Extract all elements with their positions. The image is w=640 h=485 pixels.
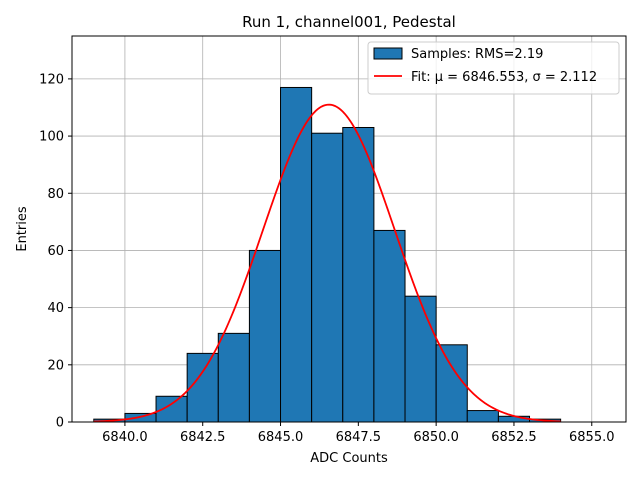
histogram-bar (435, 344, 468, 423)
y-tick-label: 0 (56, 416, 64, 431)
histogram-bar (248, 249, 282, 423)
histogram-bar (280, 86, 313, 423)
legend-samples-label: Samples: RMS=2.19 (411, 47, 543, 62)
y-axis-label: Entries (15, 206, 30, 252)
plot-frame (71, 35, 627, 423)
legend-fit-label: Fit: μ = 6846.553, σ = 2.112 (411, 70, 597, 85)
histogram-bar (404, 295, 437, 423)
x-axis-ticks: 6840.0 6842.5 6845.0 6847.5 6850.0 6852.5 6855… (102, 422, 615, 445)
legend-samples-swatch (373, 47, 403, 60)
chart-title: Run 1, channel001, Pedestal (242, 13, 456, 31)
histogram-bar (124, 412, 157, 423)
y-axis-ticks: 0 20 40 60 80 100 120 (39, 72, 72, 431)
histogram-bar (342, 126, 375, 423)
histogram-bar (373, 229, 406, 423)
histogram-bar (217, 332, 250, 423)
fit-curve-layer (93, 103, 561, 423)
fit-curve (93, 103, 561, 423)
y-tick-label: 120 (39, 72, 64, 87)
legend-box (367, 41, 620, 95)
histogram-bar (311, 132, 344, 423)
x-axis-label: ADC Counts (310, 451, 388, 466)
y-tick-label: 20 (47, 358, 64, 373)
x-tick-label: 6850.0 (413, 430, 459, 445)
x-tick-label: 6842.5 (180, 430, 226, 445)
x-tick-label: 6840.0 (102, 430, 148, 445)
x-tick-label: 6852.5 (491, 430, 537, 445)
x-tick-label: 6855.0 (569, 430, 615, 445)
x-tick-label: 6847.5 (336, 430, 382, 445)
y-tick-label: 40 (47, 301, 64, 316)
x-tick-label: 6845.0 (258, 430, 304, 445)
y-tick-label: 60 (47, 244, 64, 259)
y-tick-label: 100 (39, 130, 64, 145)
legend: Samples: RMS=2.19 Fit: μ = 6846.553, σ =… (367, 41, 620, 95)
y-tick-label: 80 (47, 187, 64, 202)
histogram-bar (466, 410, 499, 423)
histogram-bar (186, 352, 219, 423)
